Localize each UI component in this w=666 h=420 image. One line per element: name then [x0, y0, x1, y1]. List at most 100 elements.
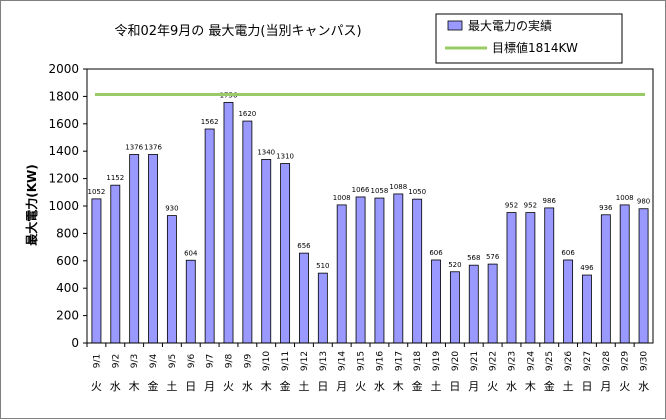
bar-value-label: 986 [543, 197, 557, 205]
weekday-label: 日 [581, 380, 592, 393]
x-tick-label: 9/27 [583, 351, 593, 371]
legend-label-target: 目標値1814KW [492, 40, 578, 55]
y-tick-label: 1200 [48, 172, 79, 186]
bar [148, 154, 158, 344]
x-tick-label: 9/29 [621, 351, 631, 371]
x-tick-label: 9/22 [489, 351, 499, 371]
weekday-label: 金 [544, 379, 555, 393]
x-tick-label: 9/7 [206, 354, 216, 368]
weekday-label: 水 [506, 380, 517, 393]
bar [299, 252, 309, 344]
bar [431, 259, 441, 344]
y-tick-label: 1600 [48, 117, 79, 131]
bar [204, 128, 215, 344]
weekday-label: 土 [431, 380, 442, 393]
weekday-label: 木 [261, 380, 272, 393]
bar [619, 204, 630, 344]
x-tick-label: 9/15 [357, 351, 367, 371]
x-tick-label: 9/8 [225, 353, 235, 368]
weekday-label: 月 [204, 380, 215, 393]
x-tick-label: 9/2 [111, 354, 121, 368]
legend: 最大電力の実績 目標値1814KW [435, 13, 623, 64]
bar [393, 193, 404, 344]
bar [506, 212, 517, 344]
bar-value-label: 606 [561, 249, 575, 257]
weekday-label: 水 [374, 380, 385, 393]
weekday-label: 火 [91, 380, 102, 393]
weekday-label: 月 [468, 380, 479, 393]
weekday-label: 金 [412, 379, 423, 393]
bar-value-label: 1620 [238, 110, 256, 118]
x-tick-label: 9/1 [92, 354, 102, 368]
y-tick-label: 2000 [48, 62, 79, 76]
y-tick-label: 1800 [48, 89, 79, 103]
y-axis-label: 最大電力(KW) [24, 164, 39, 246]
bar-value-label: 952 [524, 202, 537, 210]
bar-value-label: 606 [429, 249, 443, 257]
bar [317, 272, 328, 344]
weekday-label: 火 [487, 380, 498, 393]
weekday-label: 土 [563, 380, 574, 393]
bar [449, 271, 460, 344]
weekday-label: 木 [393, 380, 404, 393]
y-tick-label: 1000 [48, 199, 79, 213]
bar-value-label: 604 [184, 249, 198, 257]
x-tick-label: 9/24 [526, 351, 536, 371]
bar [336, 204, 347, 344]
x-tick-label: 9/17 [394, 351, 404, 371]
bar-value-label: 1066 [352, 186, 370, 194]
x-tick-label: 9/26 [564, 351, 574, 371]
weekday-label: 火 [619, 380, 630, 393]
bar [544, 207, 555, 344]
x-tick-label: 9/23 [508, 351, 518, 371]
x-tick-label: 9/20 [451, 351, 461, 371]
bar-series [91, 102, 649, 344]
bar-value-label: 936 [599, 204, 613, 212]
x-tick-label: 9/3 [130, 354, 140, 368]
bar [468, 264, 479, 344]
x-tick-label: 9/21 [470, 351, 480, 371]
x-tick-label: 9/12 [300, 351, 310, 371]
x-tick-label: 9/11 [281, 351, 291, 371]
weekday-label: 月 [600, 380, 611, 393]
bar [223, 102, 234, 344]
bar-value-label: 1008 [333, 194, 351, 202]
bar [91, 198, 102, 344]
bar [600, 214, 611, 344]
y-axis: 0 200 400 600 800 1000 1200 1400 1600 1800 2000 [48, 62, 87, 350]
bar-value-label: 1152 [106, 174, 124, 182]
weekday-label: 木 [129, 380, 140, 393]
bar [563, 259, 574, 344]
weekday-label: 日 [317, 380, 328, 393]
weekday-label: 月 [336, 380, 347, 393]
y-tick-label: 400 [56, 281, 79, 295]
x-tick-label: 9/4 [149, 353, 159, 368]
bar [129, 154, 140, 344]
bar [166, 215, 177, 344]
bar [487, 263, 498, 344]
weekday-label: 木 [525, 380, 536, 393]
legend-label-actual: 最大電力の実績 [468, 18, 552, 33]
bar-value-label: 1088 [389, 183, 407, 191]
x-axis: 9/1 火 9/2 水 9/3 木 9/4 金 9/5 土 9/6 日 9/7 月 9/8 火 9/9 水 9/10… [86, 343, 650, 393]
legend-box [435, 13, 623, 64]
bar [582, 274, 592, 344]
weekday-label: 日 [185, 380, 196, 393]
x-tick-label: 9/13 [319, 351, 329, 371]
x-tick-label: 9/18 [413, 351, 423, 371]
x-tick-label: 9/5 [168, 354, 178, 368]
bar [261, 159, 272, 344]
weekday-label: 火 [355, 380, 366, 393]
weekday-label: 日 [449, 380, 460, 393]
bar-value-label: 1376 [144, 143, 162, 151]
x-tick-label: 9/16 [375, 351, 385, 371]
bar-value-label: 980 [637, 198, 650, 206]
x-tick-label: 9/28 [602, 351, 612, 371]
weekday-label: 土 [298, 380, 309, 393]
bar-value-label: 520 [448, 261, 461, 269]
bar-value-label: 1310 [276, 153, 294, 161]
x-tick-label: 9/19 [432, 351, 442, 371]
weekday-label: 水 [638, 380, 649, 393]
